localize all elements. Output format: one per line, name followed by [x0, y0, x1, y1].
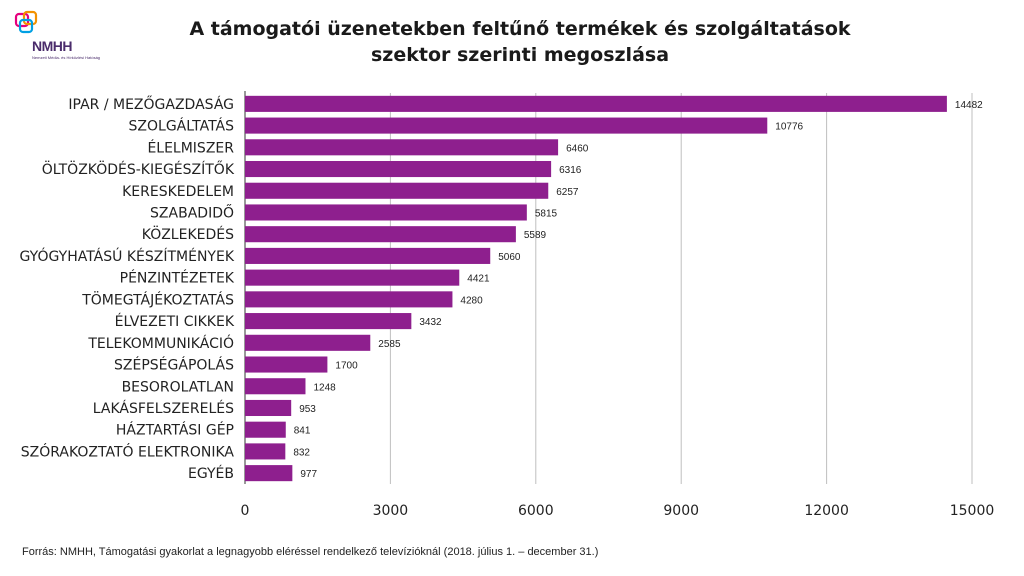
- logo-subtitle: Nemzeti Média- és Hírközlési Hatóság: [32, 55, 101, 60]
- data-label: 5815: [535, 208, 558, 219]
- bar: [245, 443, 286, 460]
- x-tick-label: 12000: [804, 503, 849, 519]
- logo-text: NMHH: [32, 38, 73, 54]
- bar: [245, 421, 286, 438]
- bar: [245, 334, 371, 351]
- x-tick-label: 3000: [373, 503, 409, 519]
- data-label: 4421: [467, 274, 490, 285]
- category-label: SZÉPSÉGÁPOLÁS: [114, 357, 234, 374]
- bar: [245, 465, 293, 482]
- bar: [245, 269, 460, 286]
- category-label: TÖMEGTÁJÉKOZTATÁS: [81, 290, 234, 308]
- data-label: 6316: [559, 165, 582, 176]
- bar: [245, 117, 768, 134]
- category-label: SZOLGÁLTATÁS: [129, 118, 235, 135]
- x-tick-label: 15000: [950, 503, 995, 519]
- data-label: 6257: [556, 187, 579, 198]
- bar: [245, 291, 453, 308]
- data-label: 841: [294, 426, 311, 437]
- category-label: EGYÉB: [188, 465, 234, 482]
- data-label: 4280: [460, 295, 483, 306]
- bar: [245, 204, 527, 221]
- category-label: SZABADIDŐ: [150, 203, 234, 221]
- data-label: 977: [300, 469, 317, 480]
- category-label: BESOROLATLAN: [122, 379, 234, 395]
- chart-title: A támogatói üzenetekben feltűnő termékek…: [189, 18, 851, 40]
- category-label: HÁZTARTÁSI GÉP: [116, 422, 234, 439]
- bar-chart: 0 3000 6000 9000 12000 15000 IPAR / MEZŐGAZDAS…: [20, 91, 995, 519]
- data-label: 2585: [378, 339, 401, 350]
- bar: [245, 160, 552, 178]
- source-note: Forrás: NMHH, Támogatási gyakorlat a leg…: [22, 546, 599, 558]
- bar: [245, 356, 328, 373]
- category-label: TELEKOMMUNIKÁCIÓ: [87, 334, 234, 352]
- chart-subtitle: szektor szerinti megoszlása: [370, 44, 670, 66]
- data-label: 1700: [335, 361, 358, 372]
- category-label: KERESKEDELEM: [122, 184, 234, 200]
- data-label: 10776: [775, 122, 803, 133]
- x-tick-label: 9000: [663, 503, 699, 519]
- category-label: ÖLTÖZKÖDÉS-KIEGÉSZÍTŐK: [42, 160, 235, 178]
- data-label: 1248: [313, 382, 336, 393]
- data-label: 832: [293, 447, 310, 458]
- bar: [245, 399, 292, 417]
- data-label: 5589: [524, 230, 547, 241]
- nmhh-logo-mark-icon: [14, 10, 38, 34]
- data-label: 6460: [566, 143, 589, 154]
- bar: [245, 247, 491, 264]
- bar: [245, 95, 947, 112]
- data-label: 3432: [419, 317, 442, 328]
- chart-title-block: A támogatói üzenetekben feltűnő termékek…: [160, 16, 880, 68]
- category-label: ÉLVEZETI CIKKEK: [115, 313, 235, 330]
- bar: [245, 378, 306, 395]
- x-tick-label: 0: [241, 503, 250, 519]
- data-label: 5060: [498, 252, 521, 263]
- x-tick-label: 6000: [518, 503, 554, 519]
- category-label: ÉLELMISZER: [147, 139, 234, 156]
- data-label: 953: [299, 404, 316, 415]
- category-label: LAKÁSFELSZERELÉS: [93, 400, 234, 417]
- bar: [245, 139, 559, 156]
- nmhh-logo: NMHH Nemzeti Média- és Hírközlési Hatósá…: [14, 10, 124, 60]
- category-label: GYÓGYHATÁSÚ KÉSZÍTMÉNYEK: [20, 247, 235, 265]
- category-label: PÉNZINTÉZETEK: [120, 270, 235, 287]
- data-label: 14482: [955, 100, 983, 111]
- bar: [245, 182, 549, 199]
- category-label: KÖZLEKEDÉS: [142, 225, 234, 243]
- category-label: IPAR / MEZŐGAZDASÁG: [68, 95, 234, 113]
- bar: [245, 313, 412, 330]
- bar: [245, 226, 516, 243]
- category-label: SZÓRAKOZTATÓ ELEKTRONIKA: [21, 442, 235, 460]
